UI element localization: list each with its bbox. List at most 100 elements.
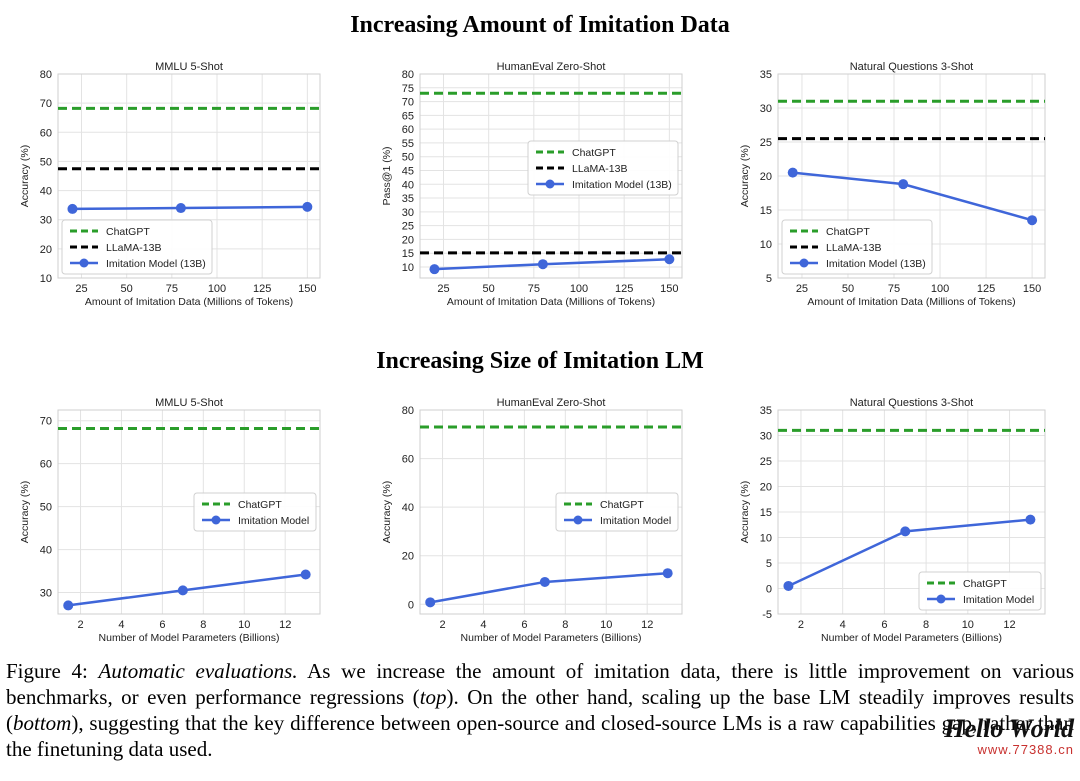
x-tick-label: 25 [75, 283, 87, 295]
watermark-url: www.77388.cn [977, 742, 1074, 757]
chart-title: Natural Questions 3-Shot [850, 61, 974, 73]
legend-label-imitation-model: Imitation Model [963, 594, 1034, 606]
y-tick-label: 30 [760, 103, 772, 115]
legend-label-imitation-model-13b: Imitation Model (13B) [106, 258, 206, 270]
plot-frame [419, 73, 683, 279]
data-point-imitation-model-13b [537, 259, 548, 270]
y-tick-label: 0 [766, 584, 772, 596]
y-tick-label: 60 [402, 124, 414, 136]
caption-bottom-word: bottom [13, 711, 72, 735]
y-tick-label: 60 [40, 127, 52, 139]
y-tick-label: 25 [760, 456, 772, 468]
legend-label-chatgpt: ChatGPT [106, 226, 150, 238]
x-tick-label: 2 [77, 619, 83, 631]
data-point-imitation-model [539, 576, 550, 587]
legend-label-chatgpt: ChatGPT [963, 578, 1007, 590]
y-tick-label: 20 [40, 244, 52, 256]
legend-label-llama-13b: LLaMA-13B [572, 163, 627, 175]
y-tick-label: 60 [402, 454, 414, 466]
caption-title: Automatic evaluations. [98, 659, 298, 683]
y-tick-label: 15 [760, 205, 772, 217]
x-tick-label: 150 [1023, 283, 1041, 295]
data-point-imitation-model-13b [664, 254, 675, 265]
x-tick-label: 25 [796, 283, 808, 295]
legend: ChatGPT LLaMA-13B Imitation Model (13B) [781, 219, 933, 275]
plot-frame [777, 409, 1046, 615]
y-tick-label: 25 [760, 137, 772, 149]
legend-label-imitation-model: Imitation Model [238, 515, 309, 527]
legend-marker-imitation-model-13b [545, 179, 555, 189]
x-tick-label: 150 [298, 283, 316, 295]
x-tick-label: 6 [521, 619, 527, 631]
data-point-imitation-model [783, 580, 794, 591]
chart-nq-data: Natural Questions 3-Shot 5 10 15 20 25 30 35 25 5… [739, 61, 1046, 308]
watermark: Hello World www.77388.cn [944, 714, 1074, 758]
y-tick-label: 20 [760, 482, 772, 494]
legend-marker-imitation-model [573, 515, 583, 525]
y-tick-label: 0 [408, 599, 414, 611]
bottom-section-title: Increasing Size of Imitation LM [376, 348, 704, 374]
y-axis-label: Accuracy (%) [739, 481, 751, 543]
y-tick-label: 75 [402, 83, 414, 95]
data-point-imitation-model [425, 597, 436, 608]
y-tick-label: 10 [760, 239, 772, 251]
y-tick-label: 80 [402, 69, 414, 81]
y-tick-label: 20 [402, 234, 414, 246]
x-tick-label: 4 [840, 619, 846, 631]
x-tick-label: 150 [660, 283, 678, 295]
x-tick-label: 10 [238, 619, 250, 631]
legend-label-llama-13b: LLaMA-13B [106, 242, 161, 254]
legend-marker-imitation-model-13b [79, 258, 89, 268]
data-point-imitation-model [177, 585, 188, 596]
data-point-imitation-model [900, 526, 911, 537]
x-tick-label: 75 [888, 283, 900, 295]
x-tick-label: 2 [798, 619, 804, 631]
chart-title: Natural Questions 3-Shot [850, 397, 974, 409]
legend-label-llama-13b: LLaMA-13B [826, 242, 881, 254]
y-tick-label: 10 [402, 262, 414, 274]
x-tick-label: 125 [253, 283, 271, 295]
legend: ChatGPT LLaMA-13B Imitation Model (13B) [527, 140, 679, 196]
y-tick-label: -5 [762, 609, 772, 621]
x-tick-label: 8 [200, 619, 206, 631]
y-axis-label: Pass@1 (%) [381, 146, 393, 205]
y-tick-label: 30 [40, 588, 52, 600]
y-tick-label: 30 [760, 431, 772, 443]
legend-marker-imitation-model [936, 594, 946, 604]
data-point-imitation-model-13b [302, 201, 313, 212]
y-tick-label: 60 [40, 459, 52, 471]
chart-nq-size: Natural Questions 3-Shot -5 0 5 10 15 20 25 30 35… [739, 397, 1046, 644]
legend: ChatGPT Imitation Model [555, 492, 679, 532]
y-tick-label: 10 [40, 273, 52, 285]
y-tick-label: 35 [760, 405, 772, 417]
y-tick-label: 50 [40, 502, 52, 514]
data-point-imitation-model [1025, 514, 1036, 525]
data-point-imitation-model-13b [175, 203, 186, 214]
chart-title: MMLU 5-Shot [155, 61, 223, 73]
y-tick-label: 55 [402, 138, 414, 150]
legend: ChatGPT LLaMA-13B Imitation Model (13B) [61, 219, 213, 275]
figure-caption: Figure 4: Automatic evaluations. As we i… [6, 658, 1074, 762]
y-axis-label: Accuracy (%) [381, 481, 393, 543]
x-tick-label: 100 [931, 283, 949, 295]
plot-frame [777, 73, 1046, 279]
legend-label-chatgpt: ChatGPT [238, 499, 282, 511]
legend-box [527, 140, 679, 196]
x-tick-label: 12 [279, 619, 291, 631]
top-section-title: Increasing Amount of Imitation Data [350, 12, 730, 38]
x-tick-label: 10 [600, 619, 612, 631]
x-tick-label: 50 [483, 283, 495, 295]
x-axis-label: Amount of Imitation Data (Millions of To… [807, 296, 1015, 308]
y-tick-label: 15 [402, 248, 414, 260]
y-tick-label: 10 [760, 533, 772, 545]
watermark-title: Hello World [944, 714, 1074, 743]
y-tick-label: 50 [40, 156, 52, 168]
data-point-imitation-model [300, 569, 311, 580]
x-tick-label: 10 [962, 619, 974, 631]
caption-text-2: ). On the other hand, scaling up the bas… [6, 685, 1074, 735]
y-tick-label: 65 [402, 110, 414, 122]
x-tick-label: 12 [641, 619, 653, 631]
legend-label-chatgpt: ChatGPT [826, 226, 870, 238]
legend-label-imitation-model-13b: Imitation Model (13B) [826, 258, 926, 270]
chart-title: HumanEval Zero-Shot [497, 61, 606, 73]
